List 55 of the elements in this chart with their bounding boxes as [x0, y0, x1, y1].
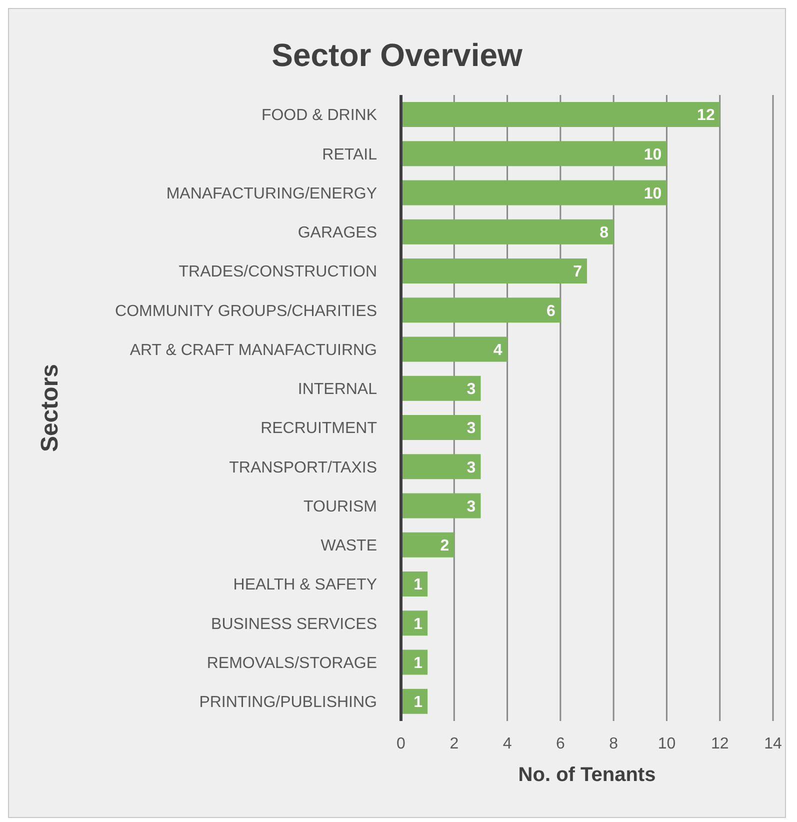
data-label: 10 [644, 146, 662, 164]
x-tick-label: 12 [710, 735, 729, 752]
bar [401, 180, 667, 206]
data-label: 3 [466, 498, 476, 516]
bar [401, 298, 560, 323]
y-tick-label: TRADES/CONSTRUCTION [178, 264, 377, 281]
x-tick-label: 0 [396, 735, 406, 752]
bar [401, 493, 481, 518]
bar [401, 532, 454, 558]
x-tick-label: 6 [556, 735, 565, 752]
x-tick-label: 10 [658, 735, 676, 752]
data-label: 1 [414, 616, 423, 633]
y-axis-title: Sectors [36, 364, 64, 452]
y-tick-label: TRANSPORT/TAXIS [229, 459, 377, 476]
bar [401, 415, 481, 440]
y-tick-label: COMMUNITY GROUPS/CHARITIES [115, 302, 377, 320]
data-label: 12 [697, 107, 715, 124]
x-axis-title: No. of Tenants [518, 764, 656, 786]
bar [401, 258, 587, 284]
x-tick-label: 4 [502, 735, 512, 752]
data-label: 3 [466, 459, 476, 476]
y-tick-label: ART & CRAFT MANAFACTUIRNG [130, 342, 377, 359]
y-tick-label: FOOD & DRINK [261, 107, 378, 124]
data-label: 10 [644, 185, 662, 202]
y-tick-label: WASTE [320, 538, 377, 555]
bar [401, 454, 481, 480]
y-tick-label: MANAFACTURING/ENERGY [166, 185, 378, 202]
data-label: 2 [440, 538, 450, 555]
y-tick-label: BUSINESS SERVICES [211, 616, 377, 633]
y-tick-label: REMOVALS/STORAGE [206, 654, 377, 672]
data-label: 1 [414, 654, 423, 672]
y-tick-label: RECRUITMENT [260, 420, 378, 438]
data-label: 1 [414, 694, 423, 712]
y-tick-label: GARAGES [298, 224, 377, 242]
data-label: 1 [414, 576, 423, 594]
bar [401, 141, 667, 166]
data-label: 8 [600, 224, 609, 242]
x-tick-label: 14 [764, 735, 782, 752]
bar [401, 219, 614, 244]
data-label: 4 [493, 342, 502, 359]
data-label: 3 [466, 420, 476, 438]
y-tick-label: PRINTING/PUBLISHING [199, 694, 377, 712]
data-label: 3 [466, 381, 476, 398]
x-tick-label: 8 [609, 735, 618, 752]
x-tick-label: 2 [450, 735, 459, 752]
y-tick-label: HEALTH & SAFETY [233, 576, 378, 594]
bar [401, 336, 508, 362]
chart-title: Sector Overview [270, 36, 524, 73]
y-tick-label: RETAIL [322, 146, 378, 164]
bar [401, 102, 720, 127]
data-label: 7 [573, 264, 582, 281]
data-label: 6 [546, 302, 556, 320]
y-tick-label: INTERNAL [298, 381, 378, 398]
y-tick-label: TOURISM [304, 498, 377, 516]
bar [401, 376, 481, 401]
